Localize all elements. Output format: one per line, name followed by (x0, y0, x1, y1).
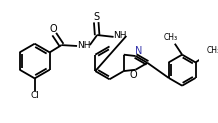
Text: O: O (130, 70, 138, 80)
Text: NH: NH (113, 31, 127, 39)
Text: CH₃: CH₃ (207, 46, 218, 55)
Text: S: S (93, 12, 99, 22)
Text: Cl: Cl (30, 91, 39, 100)
Text: NH: NH (77, 41, 90, 50)
Text: O: O (49, 24, 57, 34)
Text: CH₃: CH₃ (164, 33, 178, 42)
Text: N: N (135, 46, 142, 56)
